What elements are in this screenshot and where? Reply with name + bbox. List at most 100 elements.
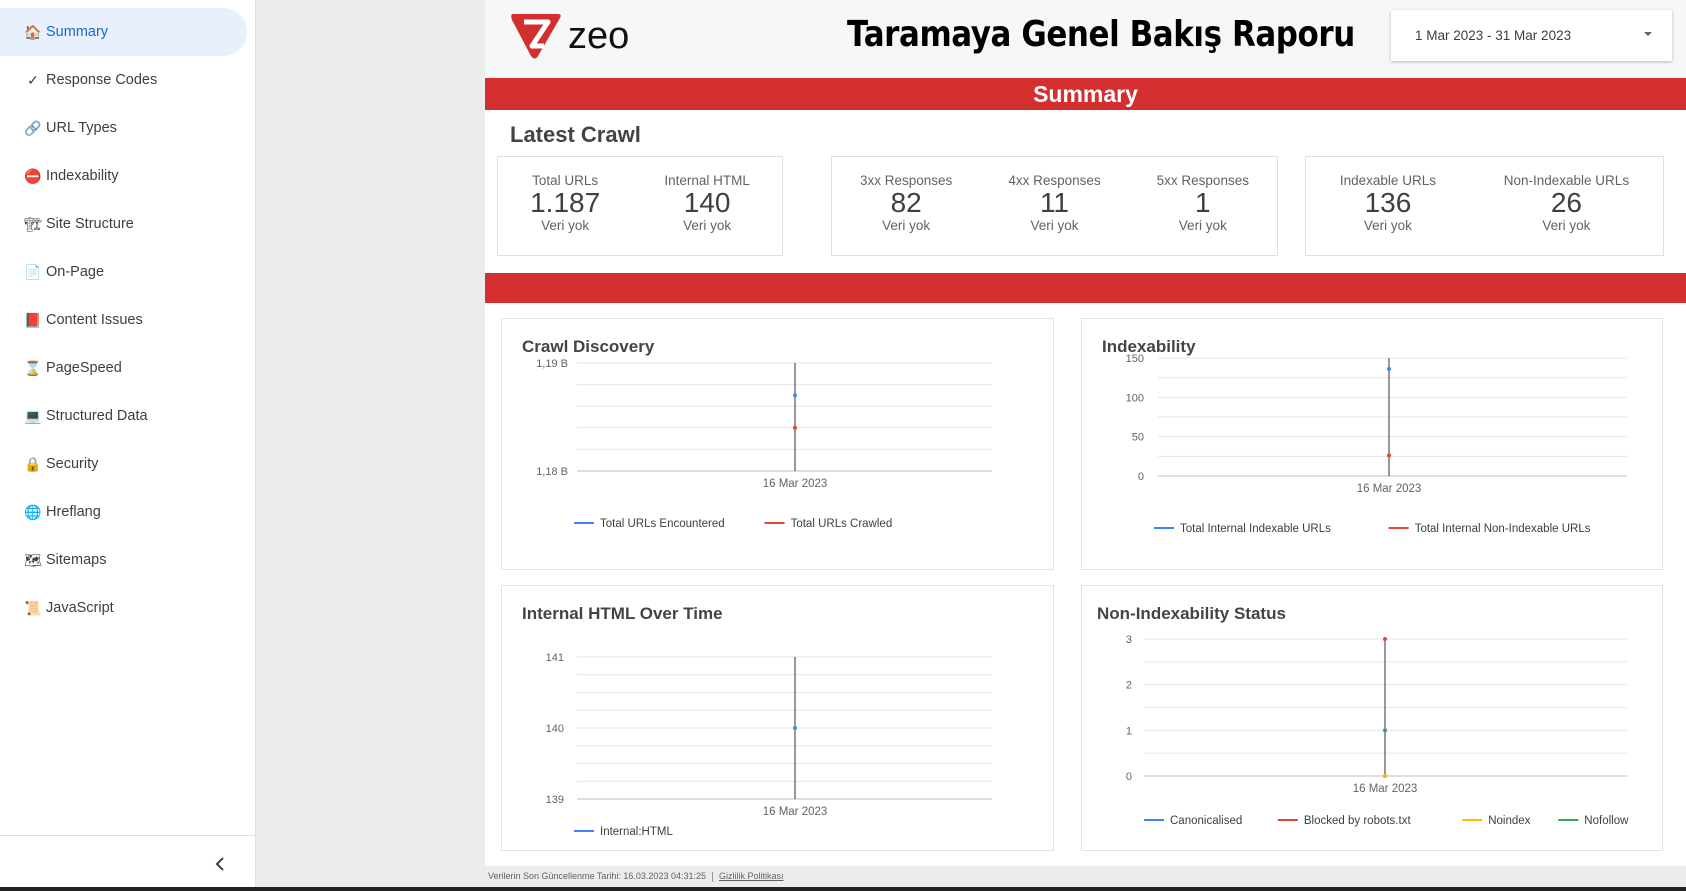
non-indexability-chart: 0 1 2 3 16 Mar 2023 Canonicalised Blocked by r… [1081,585,1663,851]
kpi-value: 140 [683,187,731,218]
kpi-group-indexability: Indexable URLs 136 Veri yok Non-Indexabl… [1305,156,1664,256]
sidebar-item-label: Security [46,456,99,472]
data-point-total-internal-non-indexable-urls [1387,453,1391,458]
kpi-5xx: 5xx Responses 1 Veri yok [1157,173,1249,233]
privacy-policy-link[interactable]: Gizlilik Politikası [718,871,784,881]
kpi-group-urls: Total URLs 1.187 Veri yok Internal HTML … [497,156,783,256]
sidebar-item-pagespeed[interactable]: ⌛ PageSpeed [0,344,247,392]
sidebar-item-content-issues[interactable]: 📕 Content Issues [0,296,247,344]
check-icon: ✓ [27,71,39,88]
hourglass-icon: ⌛ [24,359,42,376]
building-icon: 🏗 [24,215,42,232]
y-tick-label: 0 [1138,471,1144,483]
sidebar-item-label: Sitemaps [46,552,107,568]
sidebar-item-site-structure[interactable]: 🏗 Site Structure [0,200,247,248]
y-tick-label: 150 [1126,353,1144,365]
sidebar-item-on-page[interactable]: 📄 On-Page [0,248,247,296]
x-tick-label: 16 Mar 2023 [1353,783,1418,795]
section-divider-band [485,273,1686,303]
report-title: Taramaya Genel Bakış Raporu [847,14,1355,55]
kpi-indexable: Indexable URLs 136 Veri yok [1340,173,1436,233]
sidebar-item-structured-data[interactable]: 💻 Structured Data [0,392,247,440]
scroll-icon: 📜 [24,599,42,616]
date-range-picker[interactable]: 1 Mar 2023 - 31 Mar 2023 [1391,10,1672,61]
sidebar-item-label: Indexability [46,168,119,184]
sidebar-item-response-codes[interactable]: ✓ Response Codes [0,56,247,104]
chart-title: Crawl Discovery [522,337,655,356]
report-page: zeo Taramaya Genel Bakış Raporu 1 Mar 20… [485,0,1686,866]
no-entry-icon: ⛔ [24,167,42,184]
chart-title: Internal HTML Over Time [522,604,723,623]
sidebar: 🏠 Summary ✓ Response Codes 🔗 URL Types ⛔ Indexa… [0,0,256,891]
kpi-value: 26 [1550,187,1582,218]
link-icon: 🔗 [24,119,42,136]
sidebar-item-sitemaps[interactable]: 🗺 Sitemaps [0,536,247,584]
caret-down-icon [1644,32,1652,36]
y-tick-label: 0 [1126,771,1132,783]
kpi-label: Internal HTML [664,173,750,188]
kpi-4xx: 4xx Responses 11 Veri yok [1008,173,1100,233]
legend-label: Nofollow [1584,815,1629,827]
kpi-3xx: 3xx Responses 82 Veri yok [860,173,952,233]
sidebar-item-label: PageSpeed [46,360,122,376]
kpi-sub: Veri yok [541,218,590,233]
kpi-value: 1.187 [530,187,601,218]
zeo-logo-icon: zeo [511,14,629,59]
sidebar-item-indexability[interactable]: ⛔ Indexability [0,152,247,200]
sidebar-item-label: Structured Data [46,408,148,424]
laptop-icon: 💻 [24,407,42,424]
data-point-total-internal-indexable-urls [1387,367,1391,372]
home-icon: 🏠 [24,23,42,40]
sidebar-item-label: URL Types [46,120,117,136]
footer-separator [711,871,713,882]
kpi-label: Indexable URLs [1339,173,1436,188]
data-point-total-urls-crawled [793,425,797,430]
globe-icon: 🌐 [24,503,42,520]
x-tick-label: 16 Mar 2023 [763,478,828,490]
sidebar-item-url-types[interactable]: 🔗 URL Types [0,104,247,152]
sidebar-item-summary[interactable]: 🏠 Summary [0,8,247,56]
kpi-sub: Veri yok [683,218,732,233]
data-point-total-urls-encountered [793,393,797,398]
kpi-value: 1 [1195,187,1211,218]
crawl-discovery-chart: 1,18 B 1,19 B 16 Mar 2023 Total URLs Encoun… [501,318,1054,570]
kpi-label: Total URLs [532,173,599,188]
y-tick-label: 139 [546,794,564,806]
kpi-label: Non-Indexable URLs [1503,173,1630,188]
y-tick-label: 140 [546,723,564,735]
map-icon: 🗺 [24,551,42,568]
chevron-left-icon [215,857,224,871]
kpi-sub: Veri yok [1363,218,1412,233]
sidebar-item-javascript[interactable]: 📜 JavaScript [0,584,247,632]
legend-label: Total URLs Encountered [600,518,725,530]
page-icon: 📄 [24,263,42,280]
legend-label: Internal:HTML [600,826,673,838]
legend-label: Blocked by robots.txt [1304,815,1412,827]
screen-bottom-edge [0,887,1686,891]
sidebar-nav: 🏠 Summary ✓ Response Codes 🔗 URL Types ⛔ Indexa… [0,0,255,632]
kpi-sub: Veri yok [1542,218,1591,233]
sidebar-item-label: JavaScript [46,600,114,616]
kpi-value: 136 [1364,187,1412,218]
sidebar-item-label: Response Codes [46,72,158,88]
non_indexability-svg: 0 1 2 3 16 Mar 2023 Canonicalised Blocked by r… [1126,634,1629,827]
y-tick-label: 2 [1126,680,1132,692]
kpi-group-responses: 3xx Responses 82 Veri yok 4xx Responses … [831,156,1278,256]
x-tick-label: 16 Mar 2023 [763,806,828,818]
collapse-sidebar-button[interactable] [206,850,234,878]
y-tick-label: 141 [546,652,564,664]
kpi-label: 5xx Responses [1156,173,1249,188]
legend-label: Total Internal Indexable URLs [1180,523,1331,535]
kpi-value: 82 [890,187,922,218]
sidebar-item-security[interactable]: 🔒 Security [0,440,247,488]
indexability-chart: 0 50 100 150 16 Mar 2023 Total Internal Index… [1081,318,1663,570]
sidebar-item-label: Hreflang [46,504,101,520]
sidebar-item-hreflang[interactable]: 🌐 Hreflang [0,488,247,536]
kpi-total-urls: Total URLs 1.187 Veri yok [530,173,600,233]
y-tick-label: 100 [1126,392,1144,404]
book-icon: 📕 [24,311,42,328]
last-updated-text: Verilerin Son Güncellenme Tarihi: 16.03.… [488,871,706,881]
chart-title: Indexability [1102,337,1196,356]
legend-label: Noindex [1488,815,1530,827]
x-tick-label: 16 Mar 2023 [1357,483,1422,495]
